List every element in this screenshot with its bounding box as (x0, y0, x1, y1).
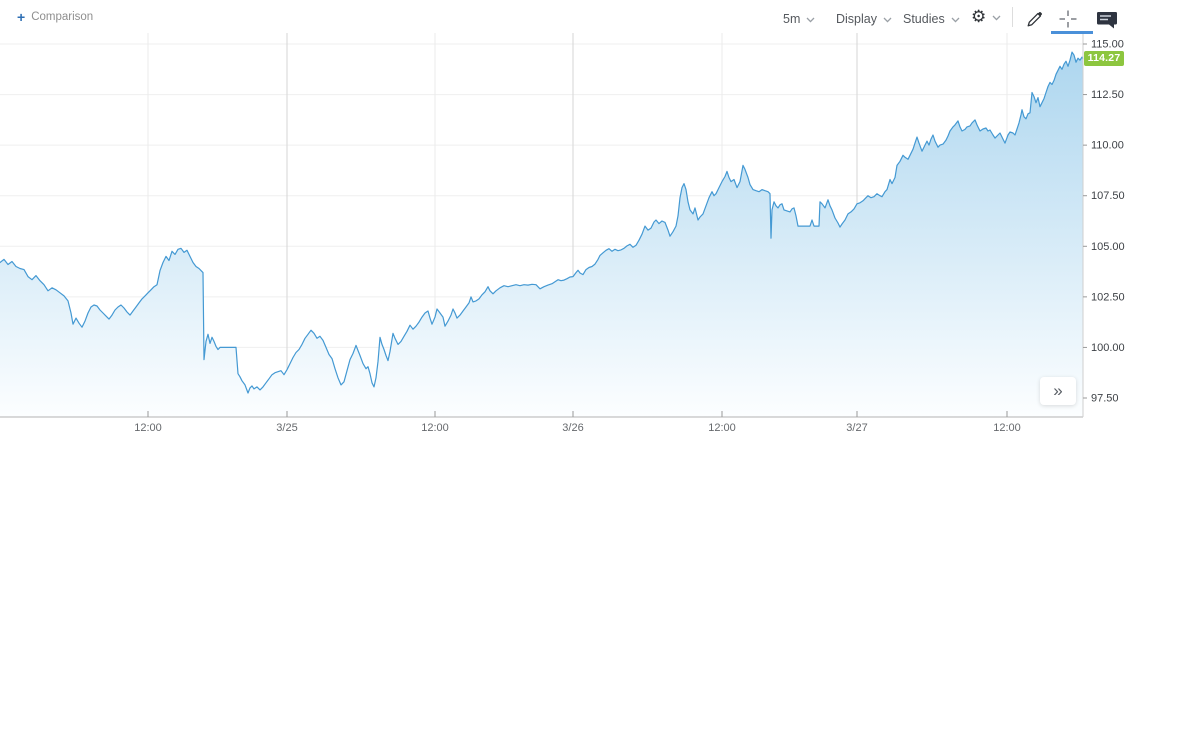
active-tool-indicator (1051, 31, 1093, 34)
display-dropdown[interactable]: Display (836, 12, 892, 26)
price-line (0, 51, 1084, 394)
chevron-down-icon (883, 17, 892, 23)
y-axis-label: 115.00 (1091, 39, 1124, 51)
x-axis-label: 12:00 (421, 422, 449, 434)
draw-tool-button[interactable] (1022, 8, 1046, 30)
studies-dropdown[interactable]: Studies (903, 12, 960, 26)
comparison-label: Comparison (31, 11, 94, 23)
expand-button[interactable]: » (1040, 377, 1076, 405)
display-label: Display (836, 12, 877, 26)
price-chart: 115.00 112.50 110.00 107.50 105.00 102.50 100.… (0, 33, 1125, 434)
y-axis-label: 107.50 (1091, 190, 1125, 202)
y-axis-label: 100.00 (1091, 342, 1125, 354)
annotation-tool-button[interactable] (1095, 8, 1119, 30)
x-axis-label: 3/26 (562, 422, 583, 434)
price-area (0, 52, 1083, 417)
interval-dropdown[interactable]: 5m (783, 12, 815, 26)
y-axis-label: 105.00 (1091, 241, 1125, 253)
x-axis-label: 3/27 (846, 422, 867, 434)
y-axis-label: 102.50 (1091, 291, 1125, 303)
chevron-down-icon (806, 17, 815, 23)
settings-dropdown[interactable]: ⚙ (971, 8, 1001, 25)
chevron-down-icon (992, 15, 1001, 21)
crosshair-tool-button[interactable] (1056, 8, 1080, 30)
chevron-down-icon (951, 17, 960, 23)
pencil-icon (1027, 11, 1042, 26)
studies-label: Studies (903, 12, 945, 26)
chart-toolbar: + Comparison 5m Display Studies ⚙ (0, 0, 1200, 34)
plus-icon: + (17, 9, 26, 25)
annotation-icon (1096, 11, 1117, 28)
x-axis-label: 12:00 (993, 422, 1021, 434)
x-axis-label: 12:00 (134, 422, 162, 434)
interval-value: 5m (783, 12, 801, 26)
last-price-badge: 114.27 (1084, 51, 1124, 67)
y-axis-label: 97.50 (1091, 393, 1119, 405)
toolbar-divider (1012, 7, 1013, 27)
x-axis-label: 3/25 (276, 422, 297, 434)
price-chart-canvas[interactable]: 115.00 112.50 110.00 107.50 105.00 102.50 100.… (0, 0, 1200, 460)
crosshair-icon (1059, 10, 1077, 28)
y-axis-label: 110.00 (1091, 140, 1124, 152)
x-axis-label: 12:00 (708, 422, 736, 434)
add-comparison-button[interactable]: + Comparison (17, 9, 94, 25)
gear-icon: ⚙ (971, 7, 987, 26)
y-axis-label: 112.50 (1091, 89, 1124, 101)
